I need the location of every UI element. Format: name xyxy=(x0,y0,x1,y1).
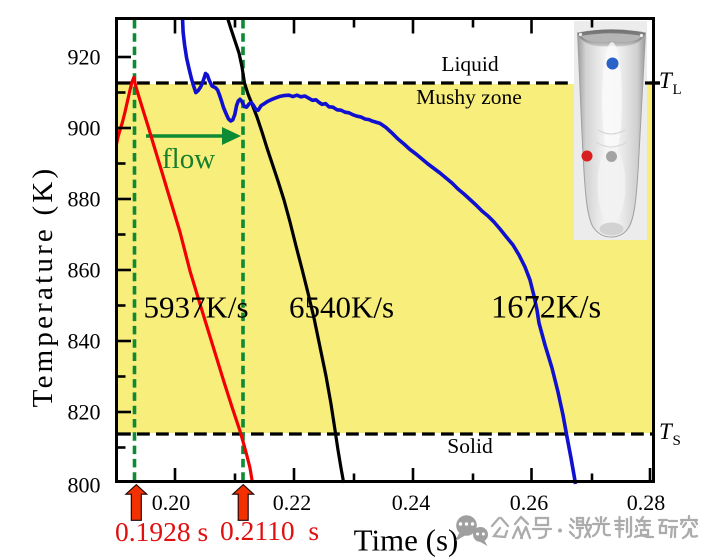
svg-text:T: T xyxy=(659,68,674,93)
svg-text:5937K/s: 5937K/s xyxy=(144,290,249,325)
svg-text:S: S xyxy=(673,433,681,449)
svg-text:800: 800 xyxy=(68,473,101,498)
svg-text:0.28: 0.28 xyxy=(627,490,666,515)
svg-text:920: 920 xyxy=(68,44,101,69)
svg-text:0.26: 0.26 xyxy=(510,490,549,515)
svg-text:840: 840 xyxy=(68,328,101,353)
svg-text:6540K/s: 6540K/s xyxy=(289,290,394,325)
svg-text:Solid: Solid xyxy=(447,434,493,458)
svg-text:1672K/s: 1672K/s xyxy=(491,290,601,326)
svg-text:Liquid: Liquid xyxy=(441,52,499,76)
svg-text:0.24: 0.24 xyxy=(392,490,431,515)
svg-text:Temperature (K): Temperature (K) xyxy=(27,166,59,408)
svg-text:T: T xyxy=(659,419,674,444)
svg-text:L: L xyxy=(673,82,682,98)
svg-text:0.20: 0.20 xyxy=(152,490,191,515)
svg-text:820: 820 xyxy=(68,399,101,424)
svg-text:900: 900 xyxy=(68,115,101,140)
svg-text:860: 860 xyxy=(68,257,101,282)
svg-text:0.2110 s: 0.2110 s xyxy=(220,515,319,546)
svg-text:0.1928 s: 0.1928 s xyxy=(115,516,208,547)
svg-text:flow: flow xyxy=(162,143,215,175)
svg-text:Mushy zone: Mushy zone xyxy=(416,85,522,109)
svg-text:880: 880 xyxy=(68,186,101,211)
svg-text:0.22: 0.22 xyxy=(273,490,312,515)
svg-text:Time (s): Time (s) xyxy=(354,523,459,558)
